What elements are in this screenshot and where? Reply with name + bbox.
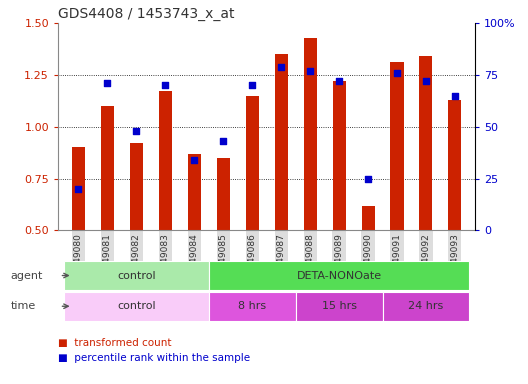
Point [364, 175, 372, 182]
Point [393, 70, 401, 76]
Bar [72, 147, 85, 334]
Text: 24 hrs: 24 hrs [408, 301, 444, 311]
Bar [304, 38, 317, 334]
Point [132, 128, 140, 134]
Text: control: control [117, 301, 156, 311]
Point [451, 93, 459, 99]
Bar [419, 56, 432, 334]
Bar [362, 205, 374, 334]
Point [219, 138, 228, 144]
Bar [64, 261, 209, 290]
Point [422, 78, 430, 84]
Text: agent: agent [11, 270, 43, 281]
Point [74, 186, 82, 192]
Bar [216, 158, 230, 334]
Point [161, 82, 169, 88]
Bar [391, 63, 403, 334]
Bar [333, 81, 345, 334]
Text: time: time [11, 301, 36, 311]
Point [306, 68, 314, 74]
Bar [188, 154, 201, 334]
Point [103, 80, 111, 86]
Text: control: control [117, 270, 156, 281]
Point [277, 63, 285, 70]
Text: 8 hrs: 8 hrs [238, 301, 266, 311]
Point [335, 78, 343, 84]
Text: ■  percentile rank within the sample: ■ percentile rank within the sample [58, 353, 250, 363]
Bar [382, 292, 469, 321]
Point [190, 157, 199, 163]
Text: GDS4408 / 1453743_x_at: GDS4408 / 1453743_x_at [58, 7, 234, 21]
Bar [130, 143, 143, 334]
Bar [209, 292, 296, 321]
Bar [448, 100, 461, 334]
Text: ■  transformed count: ■ transformed count [58, 338, 172, 348]
Bar [209, 261, 469, 290]
Bar [296, 292, 382, 321]
Point [248, 82, 257, 88]
Bar [159, 91, 172, 334]
Text: DETA-NONOate: DETA-NONOate [297, 270, 382, 281]
Bar [101, 106, 114, 334]
Bar [246, 96, 259, 334]
Text: 15 hrs: 15 hrs [322, 301, 356, 311]
Bar [275, 54, 288, 334]
Bar [64, 292, 209, 321]
